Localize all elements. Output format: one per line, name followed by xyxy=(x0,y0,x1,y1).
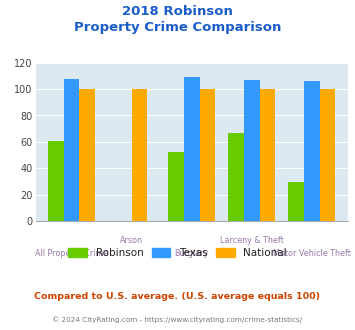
Text: Burglary: Burglary xyxy=(175,249,209,258)
Bar xyxy=(244,80,260,221)
Text: 2018 Robinson: 2018 Robinson xyxy=(122,5,233,18)
Text: Larceny & Theft: Larceny & Theft xyxy=(220,236,284,245)
Bar xyxy=(320,89,335,221)
Bar xyxy=(132,89,147,221)
Bar xyxy=(228,133,244,221)
Bar xyxy=(64,79,80,221)
Text: Motor Vehicle Theft: Motor Vehicle Theft xyxy=(273,249,351,258)
Text: All Property Crime: All Property Crime xyxy=(35,249,108,258)
Text: Compared to U.S. average. (U.S. average equals 100): Compared to U.S. average. (U.S. average … xyxy=(34,292,321,301)
Text: Property Crime Comparison: Property Crime Comparison xyxy=(74,21,281,34)
Bar xyxy=(304,81,320,221)
Bar xyxy=(184,77,200,221)
Bar xyxy=(200,89,215,221)
Text: © 2024 CityRating.com - https://www.cityrating.com/crime-statistics/: © 2024 CityRating.com - https://www.city… xyxy=(53,317,302,323)
Text: Arson: Arson xyxy=(120,236,143,245)
Legend: Robinson, Texas, National: Robinson, Texas, National xyxy=(64,244,291,262)
Bar xyxy=(260,89,275,221)
Bar xyxy=(288,182,304,221)
Bar xyxy=(80,89,95,221)
Bar xyxy=(168,152,184,221)
Bar xyxy=(48,141,64,221)
